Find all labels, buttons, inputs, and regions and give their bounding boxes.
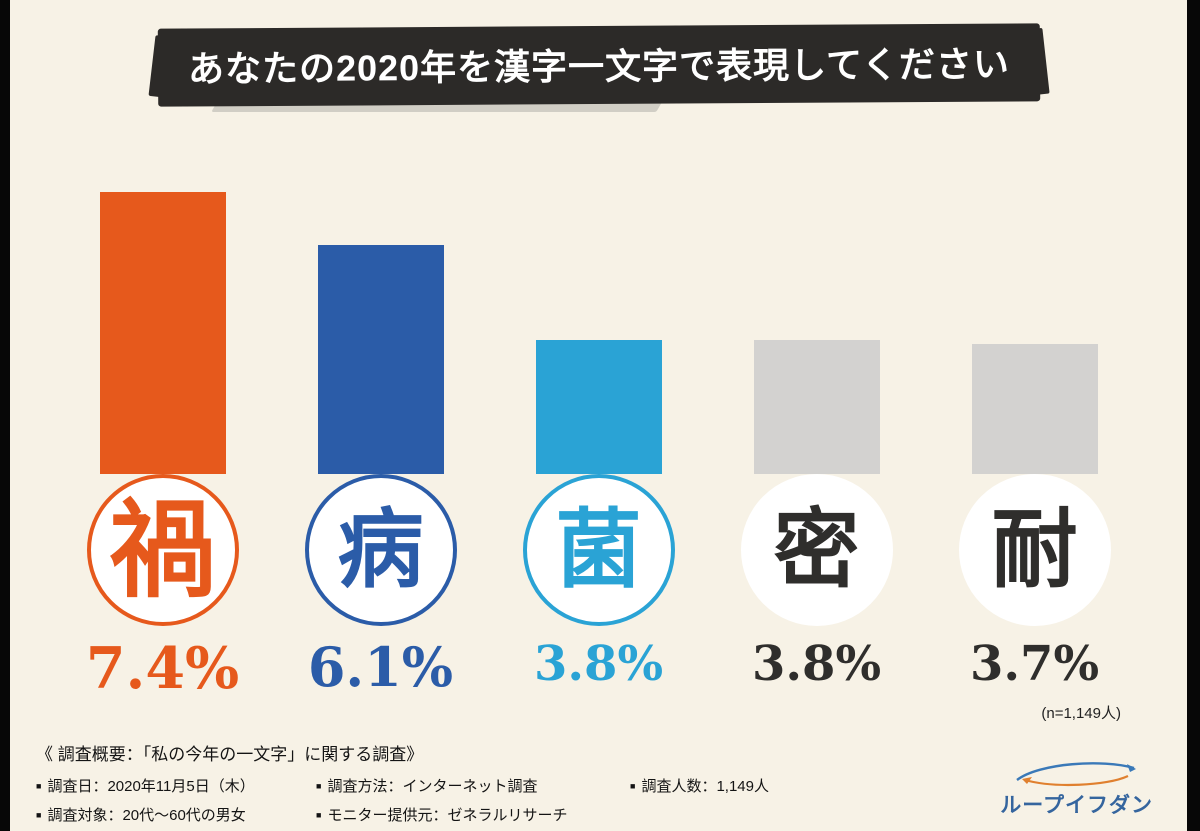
survey-item: ■ 調査対象：20代～60代の男女 bbox=[36, 804, 316, 825]
bar-group: 耐 3.7% bbox=[958, 190, 1111, 697]
kanji-circle: 菌 bbox=[522, 474, 675, 626]
kanji-circle: 耐 bbox=[958, 474, 1111, 626]
kanji-label: 病 bbox=[337, 499, 424, 600]
survey-heading: 《 調査概要：「私の今年の一文字」に関する調査》 bbox=[36, 745, 424, 764]
kanji-label: 耐 bbox=[991, 499, 1078, 600]
page-title: あなたの2020年を漢字一文字で表現してください bbox=[157, 23, 1040, 107]
percent-label: 3.7% bbox=[969, 636, 1100, 692]
kanji-circle: 密 bbox=[740, 474, 893, 626]
loop-arrows-icon bbox=[1015, 762, 1136, 786]
percent-label: 3.8% bbox=[533, 636, 664, 692]
survey-item: ■ 調査人数：1,149人 bbox=[630, 775, 769, 796]
bar-area bbox=[99, 190, 226, 474]
survey-row: ■ 調査対象：20代～60代の男女 ■ モニター提供元：ゼネラルリサーチ bbox=[36, 804, 769, 825]
bullet-icon: ■ bbox=[316, 781, 322, 791]
bar-area bbox=[535, 190, 662, 474]
survey-item-label: 調査方法：インターネット調査 bbox=[327, 778, 538, 795]
bar-area bbox=[971, 190, 1098, 474]
bar bbox=[317, 245, 444, 474]
percent-label: 3.8% bbox=[751, 636, 882, 692]
survey-item: ■ 調査日：2020年11月5日（木） bbox=[36, 775, 316, 796]
kanji-label: 菌 bbox=[555, 499, 642, 600]
title-row: あなたの2020年を漢字一文字で表現してください bbox=[10, 0, 1187, 107]
brand-logo: ループイフダン bbox=[1000, 757, 1153, 817]
bar bbox=[753, 340, 880, 474]
survey-overview: 《 調査概要：「私の今年の一文字」に関する調査》 ■ 調査日：2020年11月5… bbox=[36, 740, 769, 831]
bar bbox=[99, 192, 226, 474]
kanji-circle: 病 bbox=[304, 474, 457, 626]
bar-group: 菌 3.8% bbox=[522, 190, 675, 697]
bar-area bbox=[753, 190, 880, 474]
percent-label: 7.4% bbox=[85, 635, 240, 702]
sample-size-label: (n=1,149人) bbox=[1041, 705, 1121, 722]
bar bbox=[971, 344, 1098, 474]
bar-group: 禍 7.4% bbox=[85, 190, 240, 702]
bullet-icon: ■ bbox=[36, 781, 42, 791]
bullet-icon: ■ bbox=[36, 810, 42, 820]
survey-item-label: モニター提供元：ゼネラルリサーチ bbox=[327, 807, 568, 824]
survey-item-label: 調査対象：20代～60代の男女 bbox=[47, 807, 246, 824]
bullet-icon: ■ bbox=[316, 810, 322, 820]
bar-group: 密 3.8% bbox=[740, 190, 893, 697]
survey-item: ■ モニター提供元：ゼネラルリサーチ bbox=[316, 804, 630, 825]
kanji-label: 密 bbox=[773, 499, 860, 600]
brand-logo-text: ループイフダン bbox=[1000, 793, 1153, 817]
bar bbox=[535, 340, 662, 474]
kanji-circle: 禍 bbox=[86, 474, 239, 626]
survey-row: ■ 調査日：2020年11月5日（木） ■ 調査方法：インターネット調査 ■ 調… bbox=[36, 775, 769, 796]
bullet-icon: ■ bbox=[630, 781, 636, 791]
percent-label: 6.1% bbox=[307, 635, 454, 699]
bar-chart: 禍 7.4% 病 6.1% 菌 3.8% bbox=[10, 190, 1187, 697]
survey-item: ■ 調査方法：インターネット調査 bbox=[316, 775, 630, 796]
kanji-label: 禍 bbox=[109, 487, 216, 612]
bar-group: 病 6.1% bbox=[304, 190, 457, 699]
bar-area bbox=[317, 190, 444, 474]
survey-item-label: 調査人数：1,149人 bbox=[641, 778, 769, 795]
survey-item-label: 調査日：2020年11月5日（木） bbox=[47, 778, 255, 795]
